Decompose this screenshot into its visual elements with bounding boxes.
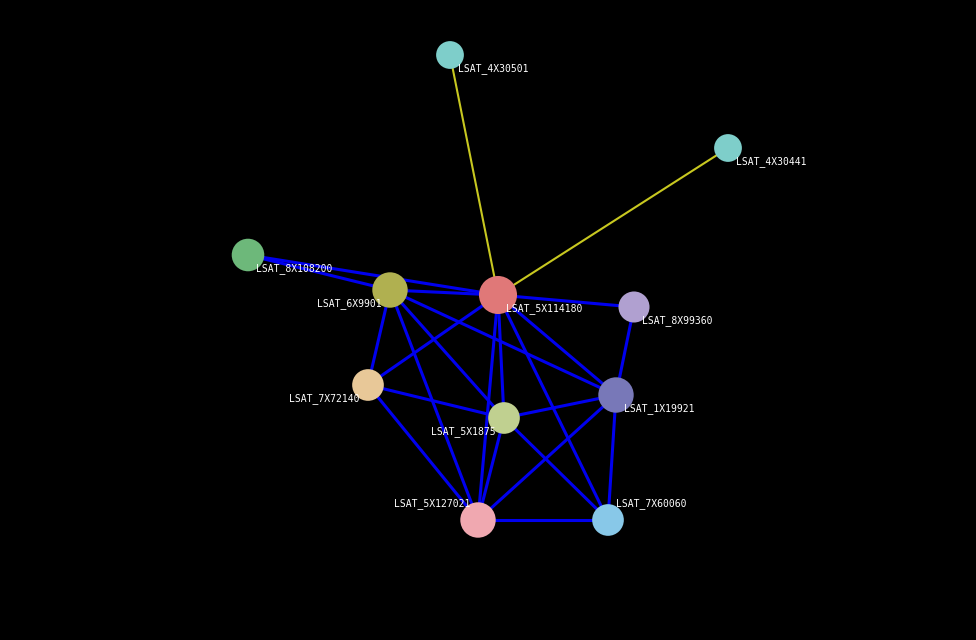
Text: LSAT_4X30501: LSAT_4X30501: [458, 63, 528, 74]
Point: [360, 380, 376, 390]
Point: [240, 250, 256, 260]
Text: LSAT_5X114180: LSAT_5X114180: [506, 303, 583, 314]
Point: [496, 413, 511, 423]
Text: LSAT_8X108200: LSAT_8X108200: [256, 264, 333, 275]
Text: LSAT_1X19921: LSAT_1X19921: [624, 404, 695, 415]
Point: [383, 285, 398, 295]
Point: [600, 515, 616, 525]
Point: [442, 50, 458, 60]
Point: [608, 390, 624, 400]
Point: [470, 515, 486, 525]
Text: LSAT_4X30441: LSAT_4X30441: [736, 157, 806, 168]
Text: LSAT_7X60060: LSAT_7X60060: [616, 499, 686, 509]
Text: LSAT_5X1875: LSAT_5X1875: [431, 426, 496, 438]
Text: LSAT_6X9901: LSAT_6X9901: [317, 298, 382, 310]
Text: LSAT_8X99360: LSAT_8X99360: [642, 316, 712, 326]
Text: LSAT_5X127021: LSAT_5X127021: [393, 499, 470, 509]
Text: LSAT_7X72140: LSAT_7X72140: [290, 394, 360, 404]
Point: [720, 143, 736, 153]
Point: [627, 302, 642, 312]
Point: [490, 290, 506, 300]
